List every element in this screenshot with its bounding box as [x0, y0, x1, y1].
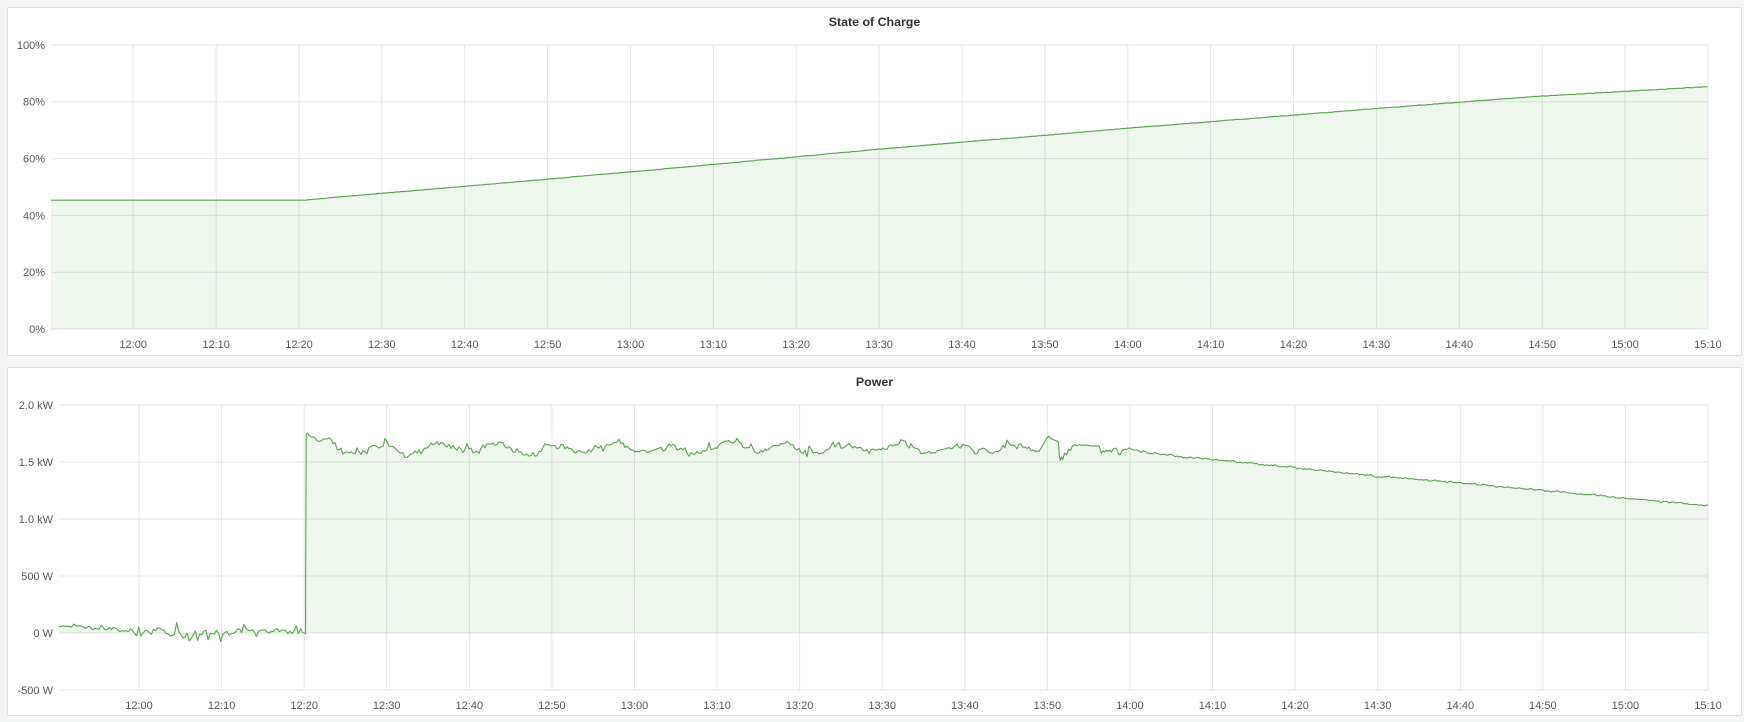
svg-text:13:30: 13:30	[865, 339, 893, 351]
svg-text:12:50: 12:50	[538, 700, 566, 712]
svg-text:1.0 kW: 1.0 kW	[19, 514, 54, 526]
svg-text:12:40: 12:40	[451, 339, 479, 351]
svg-text:12:30: 12:30	[373, 700, 401, 712]
svg-text:60%: 60%	[23, 154, 45, 166]
svg-text:13:50: 13:50	[1031, 339, 1059, 351]
svg-text:13:10: 13:10	[703, 700, 731, 712]
svg-text:13:30: 13:30	[868, 700, 896, 712]
svg-text:1.5 kW: 1.5 kW	[19, 457, 54, 469]
svg-text:12:50: 12:50	[534, 339, 562, 351]
svg-text:12:30: 12:30	[368, 339, 396, 351]
svg-text:14:40: 14:40	[1447, 700, 1475, 712]
svg-text:12:00: 12:00	[125, 700, 153, 712]
svg-text:13:00: 13:00	[621, 700, 649, 712]
svg-text:14:10: 14:10	[1199, 700, 1227, 712]
svg-text:13:50: 13:50	[1034, 700, 1062, 712]
svg-text:15:00: 15:00	[1612, 700, 1640, 712]
svg-text:12:40: 12:40	[456, 700, 484, 712]
svg-text:14:00: 14:00	[1114, 339, 1142, 351]
svg-text:14:30: 14:30	[1363, 339, 1391, 351]
svg-text:80%: 80%	[23, 97, 45, 109]
svg-text:14:20: 14:20	[1280, 339, 1308, 351]
svg-text:13:20: 13:20	[786, 700, 814, 712]
svg-text:2.0 kW: 2.0 kW	[19, 400, 54, 412]
svg-text:13:10: 13:10	[700, 339, 728, 351]
svg-text:14:50: 14:50	[1529, 700, 1557, 712]
svg-text:14:00: 14:00	[1116, 700, 1144, 712]
svg-text:20%: 20%	[23, 267, 45, 279]
svg-text:13:40: 13:40	[948, 339, 976, 351]
svg-text:14:40: 14:40	[1446, 339, 1474, 351]
svg-text:0%: 0%	[29, 324, 45, 336]
svg-text:14:20: 14:20	[1281, 700, 1309, 712]
svg-text:0 W: 0 W	[33, 628, 53, 640]
svg-text:14:10: 14:10	[1197, 339, 1225, 351]
svg-text:12:20: 12:20	[290, 700, 318, 712]
svg-text:14:30: 14:30	[1364, 700, 1392, 712]
svg-text:40%: 40%	[23, 210, 45, 222]
svg-text:15:10: 15:10	[1694, 339, 1722, 351]
svg-text:13:20: 13:20	[782, 339, 810, 351]
svg-text:-500 W: -500 W	[18, 685, 54, 697]
svg-text:500 W: 500 W	[21, 571, 53, 583]
svg-text:13:40: 13:40	[951, 700, 979, 712]
svg-text:12:10: 12:10	[202, 339, 230, 351]
svg-text:14:50: 14:50	[1528, 339, 1556, 351]
svg-text:12:00: 12:00	[119, 339, 147, 351]
svg-text:15:10: 15:10	[1694, 700, 1722, 712]
svg-text:12:20: 12:20	[285, 339, 313, 351]
svg-text:100%: 100%	[17, 40, 45, 52]
svg-text:15:00: 15:00	[1611, 339, 1639, 351]
svg-text:13:00: 13:00	[617, 339, 645, 351]
svg-text:12:10: 12:10	[208, 700, 236, 712]
